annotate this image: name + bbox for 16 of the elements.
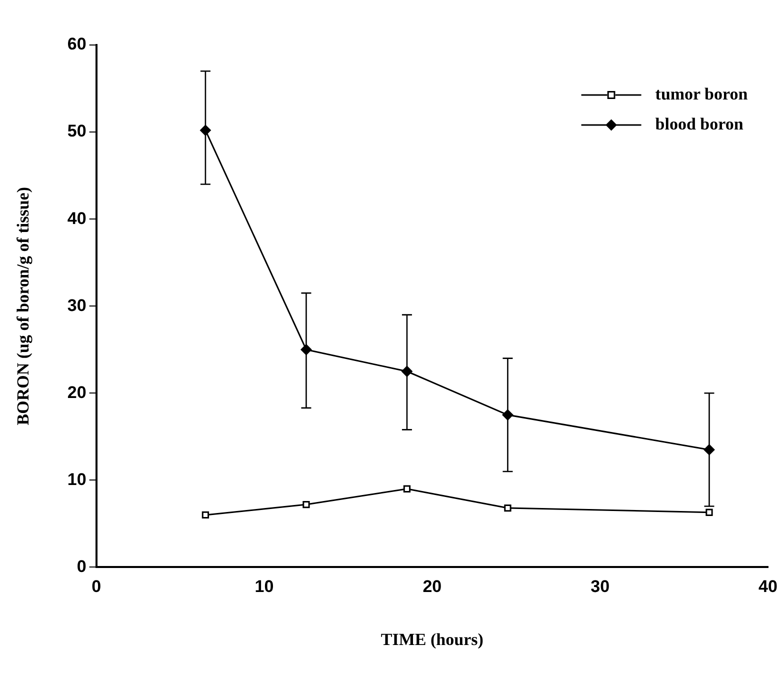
y-tick-label: 40 bbox=[67, 208, 86, 228]
y-tick-label: 0 bbox=[76, 556, 86, 576]
y-tick-label: 60 bbox=[67, 34, 86, 54]
y-tick-label: 30 bbox=[67, 296, 86, 315]
y-tick-label: 20 bbox=[67, 382, 86, 402]
x-tick-label: 30 bbox=[590, 577, 610, 596]
y-axis-title: BORON (ug of boron/g of tissue) bbox=[14, 187, 33, 426]
legend-label: tumor boron bbox=[655, 84, 748, 104]
x-tick-label: 20 bbox=[422, 577, 442, 596]
x-tick-label: 0 bbox=[92, 577, 102, 596]
x-tick-label: 40 bbox=[758, 577, 778, 596]
legend-label: blood boron bbox=[655, 114, 744, 134]
x-tick-label: 10 bbox=[254, 577, 274, 596]
x-axis-title: TIME (hours) bbox=[380, 630, 484, 650]
y-tick-label: 10 bbox=[67, 470, 86, 489]
y-tick-label: 50 bbox=[67, 122, 86, 141]
